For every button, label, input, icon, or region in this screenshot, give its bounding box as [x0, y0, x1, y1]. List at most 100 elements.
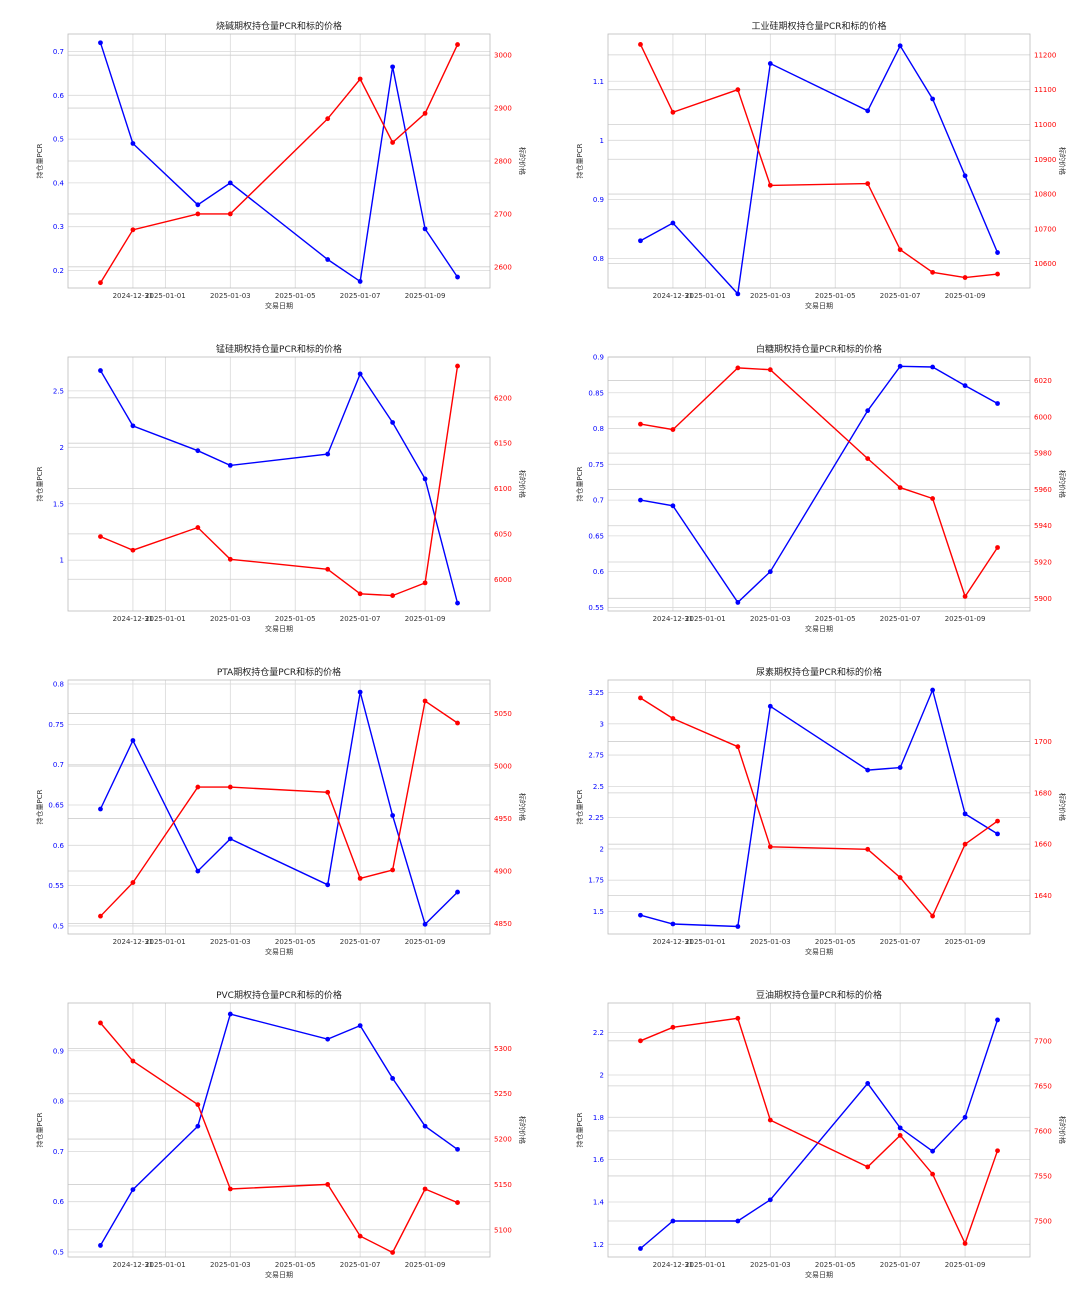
right-tick-label: 2700: [494, 210, 512, 218]
pcr-point: [130, 141, 136, 146]
chart-svg: PTA期权持仓量PCR和标的价格 0.5 0.55 0.6 0.65 0.7 0.75 0.8…: [35, 666, 527, 956]
right-tick-label: 5250: [494, 1090, 512, 1098]
price-point: [638, 1038, 643, 1044]
price-point: [357, 76, 363, 82]
right-tick-label: 7550: [1034, 1172, 1052, 1180]
pcr-point: [357, 1023, 363, 1029]
left-tick-label: 0.6: [593, 568, 605, 576]
left-tick-label: 1.5: [53, 500, 64, 508]
left-tick-label: 1: [600, 137, 604, 145]
pcr-point: [767, 569, 773, 575]
pcr-point: [390, 64, 396, 70]
x-axis-label: 交易日期: [265, 301, 293, 310]
left-tick-label: 0.6: [53, 842, 65, 850]
chart-title: 豆油期权持仓量PCR和标的价格: [756, 989, 882, 1001]
pcr-point: [930, 96, 936, 102]
price-point: [638, 421, 643, 427]
x-tick-label: 2024-12-31: [653, 1261, 694, 1269]
x-tick-label: 2025-01-05: [275, 1261, 316, 1269]
pcr-point: [735, 1218, 741, 1224]
right-tick-label: 7650: [1034, 1082, 1052, 1090]
left-tick-label: 0.8: [53, 681, 64, 689]
price-point: [897, 485, 903, 491]
left-tick-label: 1.1: [593, 78, 604, 86]
x-tick-label: 2024-12-31: [113, 938, 154, 946]
left-tick-label: 0.5: [53, 136, 64, 144]
right-tick-label: 1640: [1034, 892, 1052, 900]
price-point: [897, 1133, 903, 1138]
x-tick-label: 2025-01-09: [405, 1261, 446, 1269]
pcr-point: [995, 831, 1000, 837]
plot-frame: [607, 356, 1031, 612]
pcr-point: [98, 1243, 103, 1248]
price-point: [455, 1200, 460, 1205]
price-point: [357, 591, 363, 597]
pcr-point: [195, 448, 201, 454]
chart-title: 白糖期权持仓量PCR和标的价格: [756, 343, 882, 355]
price-point: [195, 211, 201, 217]
left-tick-label: 0.8: [593, 425, 604, 433]
pcr-point: [455, 274, 460, 280]
price-point: [98, 1020, 103, 1026]
left-tick-label: 2.75: [588, 752, 604, 760]
chart-panel: 工业硅期权持仓量PCR和标的价格 0.8 0.9 1 1.1 10600 10700 1080…: [540, 0, 1080, 323]
x-tick-label: 2024-12-31: [653, 938, 694, 946]
right-tick-label: 5920: [1034, 559, 1052, 567]
x-tick-label: 2024-12-31: [113, 292, 154, 300]
pcr-point: [390, 813, 396, 818]
pcr-point: [98, 40, 103, 46]
price-point: [962, 841, 968, 847]
chart-title: PVC期权持仓量PCR和标的价格: [216, 989, 342, 1001]
price-point: [227, 211, 233, 217]
x-tick-label: 2025-01-05: [815, 938, 856, 946]
chart-panel: 锰硅期权持仓量PCR和标的价格 1 1.5 2 2.5 6000 6050 6100 6150 6…: [0, 323, 540, 646]
chart-panel: 豆油期权持仓量PCR和标的价格 1.2 1.4 1.6 1.8 2 2.2 7500 7550 7…: [540, 969, 1080, 1292]
right-tick-label: 11100: [1034, 86, 1056, 94]
price-point: [422, 110, 428, 116]
x-tick-label: 2025-01-03: [210, 1261, 251, 1269]
price-point: [325, 789, 331, 795]
right-tick-label: 11000: [1034, 121, 1056, 129]
x-tick-label: 2025-01-03: [750, 938, 791, 946]
price-point: [930, 496, 936, 501]
price-point: [767, 1117, 773, 1123]
left-tick-label: 1.5: [593, 908, 604, 916]
pcr-point: [390, 420, 396, 425]
chart-title: 工业硅期权持仓量PCR和标的价格: [752, 20, 887, 32]
pcr-point: [865, 408, 871, 414]
pcr-point: [422, 476, 428, 482]
price-point: [98, 280, 103, 286]
left-tick-label: 0.6: [53, 92, 65, 100]
price-point: [670, 427, 676, 432]
right-tick-label: 1680: [1034, 789, 1052, 797]
x-tick-label: 2024-12-31: [653, 615, 694, 623]
y-axis-label-right: 标的价格: [1058, 793, 1067, 821]
x-axis-label: 交易日期: [805, 947, 833, 956]
x-tick-label: 2025-01-01: [685, 1261, 726, 1269]
chart-svg: 烧碱期权持仓量PCR和标的价格 0.2 0.3 0.4 0.5 0.6 0.7 2600 270…: [35, 20, 527, 310]
right-tick-label: 6200: [494, 394, 512, 402]
price-point: [930, 1171, 936, 1177]
pcr-point: [98, 806, 103, 812]
pcr-point: [638, 497, 643, 503]
left-tick-label: 0.4: [53, 179, 65, 187]
x-tick-label: 2025-01-01: [145, 938, 186, 946]
chart-svg: 豆油期权持仓量PCR和标的价格 1.2 1.4 1.6 1.8 2 2.2 7500 7550 7…: [575, 989, 1067, 1279]
x-tick-label: 2025-01-05: [275, 292, 316, 300]
price-point: [865, 181, 871, 187]
pcr-point: [195, 868, 201, 874]
pcr-point: [670, 503, 676, 509]
x-tick-label: 2025-01-07: [340, 615, 381, 623]
pcr-point: [325, 451, 331, 457]
x-tick-label: 2025-01-05: [815, 292, 856, 300]
pcr-point: [670, 220, 676, 226]
left-tick-label: 0.55: [588, 604, 604, 612]
pcr-point: [865, 108, 871, 114]
left-tick-label: 2.25: [588, 814, 604, 822]
right-tick-label: 4900: [494, 868, 512, 876]
chart-svg: 尿素期权持仓量PCR和标的价格 1.5 1.75 2 2.25 2.5 2.75 3 3.25 1…: [575, 666, 1067, 956]
chart-svg: 工业硅期权持仓量PCR和标的价格 0.8 0.9 1 1.1 10600 10700 1080…: [575, 20, 1067, 310]
x-tick-label: 2025-01-09: [945, 292, 986, 300]
chart-svg: 白糖期权持仓量PCR和标的价格 0.55 0.6 0.65 0.7 0.75 0.8 0.85…: [575, 343, 1067, 633]
